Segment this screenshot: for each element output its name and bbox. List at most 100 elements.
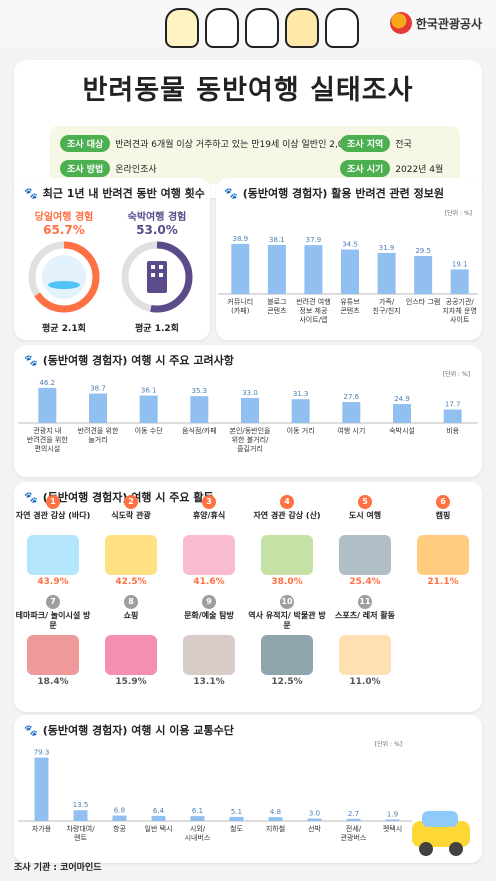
activity-name: 도시 여행 xyxy=(348,511,382,520)
tick-label: 전세/ xyxy=(346,824,362,833)
trips-card: 🐾 최근 1년 내 반려견 동반 여행 횟수 당일여행 경험 65.7% 평균 … xyxy=(14,178,210,340)
tick-label: 렌트 xyxy=(74,833,87,842)
tick-label: 시외/ xyxy=(190,824,206,833)
data-label: 6.4 xyxy=(153,807,165,815)
data-label: 4.8 xyxy=(270,808,281,816)
activity-item: 6 캠핑 21.1% xyxy=(404,495,482,587)
paw-icon: 🐾 xyxy=(24,723,38,737)
bar xyxy=(73,810,88,821)
tick-label: 가족/ xyxy=(379,297,395,306)
paw-icon: 🐾 xyxy=(24,353,38,367)
brand-mark-icon xyxy=(389,12,412,34)
activity-percent: 21.1% xyxy=(427,577,459,587)
activity-percent: 25.4% xyxy=(349,577,381,587)
activity-name: 문화/예술 탐방 xyxy=(184,611,234,620)
bar xyxy=(267,244,286,294)
tick-label: 놀거리 xyxy=(88,435,107,444)
brand-logo: 한국관광공사 xyxy=(389,12,482,34)
tick-label: 본인/동반인을 xyxy=(230,426,272,435)
tick-label: 반려견을 위한 xyxy=(78,426,119,435)
activity-item: 3 휴양/휴식 41.6% xyxy=(170,495,248,587)
data-label: 19.1 xyxy=(452,260,468,268)
tick-label: 자가용 xyxy=(32,824,52,833)
method-tag: 조사 방법 xyxy=(60,160,111,177)
bar xyxy=(393,404,411,423)
tick-label: 펫택시 xyxy=(383,824,402,833)
tick-label: 지하철 xyxy=(266,824,285,833)
activity-item: 10 역사 유적지/ 박물관 방문 12.5% xyxy=(248,595,326,687)
tick-label: 이동 거리 xyxy=(287,426,315,435)
data-label: 6.8 xyxy=(114,807,125,815)
tick-label: 콘텐츠 xyxy=(340,306,360,315)
dog-icon xyxy=(325,8,359,48)
period-tag: 조사 시기 xyxy=(340,160,391,177)
activity-item: 4 자연 경관 감상 (산) 38.0% xyxy=(248,495,326,587)
activity-name: 자연 경관 감상 (바다) xyxy=(15,511,91,520)
period-value: 2022년 4월 xyxy=(395,165,444,175)
car-icon xyxy=(412,811,470,856)
data-label: 36.1 xyxy=(141,387,157,395)
rank-badge: 11 xyxy=(358,595,372,609)
bar xyxy=(385,819,400,821)
tick-label: 철도 xyxy=(230,824,243,833)
activity-percent: 38.0% xyxy=(271,577,303,587)
activity-name: 역사 유적지/ 박물관 방문 xyxy=(248,611,326,630)
bar xyxy=(34,757,49,821)
data-label: 17.7 xyxy=(445,401,461,409)
tick-label: 정보 제공 xyxy=(299,306,328,315)
tent-icon xyxy=(417,535,469,575)
tick-label: 항공 xyxy=(113,824,126,833)
day-trip-gauge xyxy=(28,241,100,313)
tick-label: 지자체 운영 xyxy=(442,306,476,315)
activity-percent: 18.4% xyxy=(37,677,69,687)
shopping-bag-icon xyxy=(105,635,157,675)
bar xyxy=(38,387,57,423)
section-title: (동반여행 경험자) 여행 시 주요 고려사항 xyxy=(42,354,234,367)
activity-name: 쇼핑 xyxy=(123,611,139,620)
survey-organization: 조사 기관 : 코어마인드 xyxy=(14,863,102,873)
bar xyxy=(414,255,433,294)
tick-label: 커뮤니티 xyxy=(227,297,253,306)
data-label: 38.1 xyxy=(269,236,285,244)
beach-icon xyxy=(27,535,79,575)
rank-badge: 5 xyxy=(358,495,372,509)
data-label: 2.7 xyxy=(348,810,359,818)
data-label: 5.1 xyxy=(231,808,242,816)
activity-name: 자연 경관 감상 (산) xyxy=(253,511,321,520)
bar xyxy=(231,243,250,294)
tick-label: 즐길거리 xyxy=(237,444,263,453)
bar xyxy=(268,817,283,821)
bar xyxy=(341,249,359,294)
art-icon xyxy=(183,635,235,675)
activities-card: 🐾 (동반여행 경험자) 여행 시 주요 활동 xyxy=(14,482,482,712)
activity-percent: 15.9% xyxy=(115,677,147,687)
activity-item: 7 테마파크/ 놀이시설 방문 18.4% xyxy=(14,595,92,687)
tick-label: 일반 택시 xyxy=(145,824,173,833)
mountain-icon xyxy=(261,535,313,575)
activity-item: 8 쇼핑 15.9% xyxy=(92,595,170,687)
tick-label: 유튜브 xyxy=(340,298,360,306)
survey-meta: 조사 대상 반려견과 6개월 이상 거주하고 있는 만19세 이상 일반인 2,… xyxy=(50,126,460,184)
dining-icon xyxy=(105,535,157,575)
rank-badge: 1 xyxy=(46,495,60,509)
tick-label: 인스타 그램 xyxy=(406,297,440,306)
city-icon xyxy=(339,535,391,575)
bar xyxy=(304,245,323,294)
surfboard-icon xyxy=(339,635,391,675)
activity-item: 5 도시 여행 25.4% xyxy=(326,495,404,587)
activity-name: 캠핑 xyxy=(435,511,451,520)
region-value: 전국 xyxy=(395,140,412,150)
transport-chart: 79.3 자가용 13.5 차량대여/렌트 6.8 항공 6.4 일반 택시 6.1 시외/시내버… xyxy=(18,749,412,842)
data-label: 24.9 xyxy=(394,395,410,403)
rank-badge: 7 xyxy=(46,595,60,609)
bar xyxy=(291,399,310,423)
day-trip-ring: 당일여행 경험 65.7% 평균 2.1회 xyxy=(24,208,104,334)
overnight-trip-gauge xyxy=(121,241,193,313)
region-tag: 조사 지역 xyxy=(340,135,391,152)
data-label: 37.9 xyxy=(306,236,322,244)
activity-name: 식도락 관광 xyxy=(111,511,151,520)
ferris-wheel-icon xyxy=(27,635,79,675)
data-label: 35.3 xyxy=(192,387,208,395)
bar xyxy=(342,402,361,423)
tick-label: 콘텐츠 xyxy=(267,306,287,315)
